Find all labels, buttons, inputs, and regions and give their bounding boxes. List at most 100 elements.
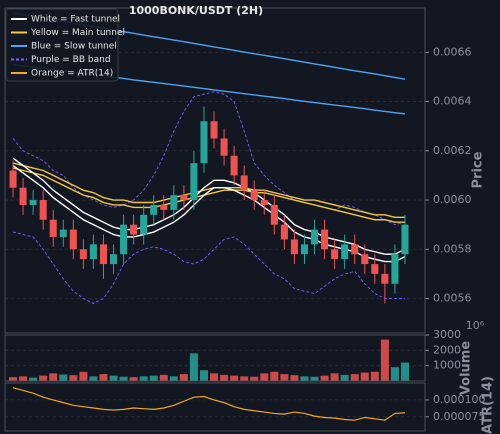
legend-label: Orange = ATR(14) [31,69,113,79]
y-tick-label: 0.0064 [433,95,472,108]
candle-body [250,190,258,201]
candle-body [180,195,188,201]
volume-bar [99,374,108,381]
volume-bar [79,371,88,381]
y-tick-label: 0.0058 [433,242,472,255]
volume-bar [189,353,198,381]
candle-body [110,254,118,265]
volume-bar [169,376,178,381]
y-tick-label: 2000 [433,343,461,356]
candle-body [401,224,409,255]
overlay-line [12,167,405,223]
volume-bar [19,376,28,381]
candle-body [300,244,308,255]
atr-frame [4,382,426,432]
volume-bar [240,376,249,381]
candle-body [371,264,379,274]
y-tick-label: 0.000100 [433,393,486,406]
volume-bar [320,375,329,381]
volume-bar [59,374,68,381]
volume-bar [179,374,188,381]
y-axis-label: Volume [459,341,474,396]
candle-body [200,121,208,164]
candle-body [240,175,248,191]
volume-bar [330,373,339,381]
volume-bar [220,374,229,381]
overlay-line [12,91,406,226]
candle-body [381,273,389,284]
candle-body [120,224,128,255]
volume-bar [129,377,138,381]
volume-bar [300,376,309,381]
candle-body [341,244,349,260]
candle-body [230,155,238,176]
overlay-line [12,162,405,218]
volume-bar [89,376,98,381]
y-tick-label: 3000 [433,328,461,341]
volume-bar [159,374,168,381]
candle-body [391,254,399,284]
overlay-line [12,165,406,263]
volume-bar [350,374,359,381]
candle-body [361,254,369,265]
offset-label: 10⁶ [466,319,485,332]
y-axis-label: ATR(14) [481,376,496,434]
y-axis-label: Price [471,151,486,188]
plots: 0.0056 0.0058 0.0060 0.0062 0.0064 0.0066 1000… [5,12,486,423]
volume-bar [39,375,48,381]
volume-bar [69,375,78,381]
candle-body [321,229,329,250]
volume-bar [390,367,399,381]
y-tick-label: 0.000075 [433,410,486,423]
y-tick-label: 0.0062 [433,144,472,157]
legend-label: White = Fast tunnel [31,15,120,25]
volume-bar [199,370,208,381]
volume-bar [380,339,389,381]
overlay-line [12,157,406,255]
overlay-line [12,231,405,304]
legend-box [5,8,119,82]
volume-bar [109,375,118,381]
volume-bar [360,372,369,381]
legend: White = Fast tunnel Yellow = Main tunnel B… [11,15,125,79]
candle-body [59,229,67,237]
candle-body [69,229,77,250]
candle-body [150,204,158,215]
candle-body [170,195,178,210]
legend-label: Yellow = Main tunnel [30,28,125,38]
candle-body [79,249,87,260]
candle-body [220,138,228,156]
candle-body [190,163,198,201]
atr-line [12,387,406,421]
volume-bar [370,371,379,381]
y-tick-label: 0.0066 [433,45,472,58]
y-tick-label: 0.0056 [433,292,472,305]
volume-frame [4,334,426,382]
volume-bar [29,377,38,381]
volume-bar [139,376,148,381]
candle-body [39,200,47,220]
candle-body [9,170,17,188]
candle-body [331,249,339,260]
volume-bar [230,375,239,381]
candle-body [29,200,37,205]
legend-label: Blue = Slow tunnel [31,42,117,52]
candle-body [49,219,57,237]
candle-body [19,187,27,205]
volume-bar [149,375,158,381]
candle-body [280,224,288,240]
volume-bar [49,373,58,381]
legend-label: Purple = BB band [31,55,111,65]
volume-bar [290,375,299,381]
volume-bar [400,362,409,381]
candle-body [89,244,97,260]
price-frame [4,7,426,334]
volume-bar [250,376,259,381]
y-tick-label: 1000 [433,359,461,372]
candle-body [140,214,148,235]
candle-body [130,224,138,235]
volume-bar [310,376,319,381]
candle-body [260,200,268,205]
volume-bar [340,374,349,381]
